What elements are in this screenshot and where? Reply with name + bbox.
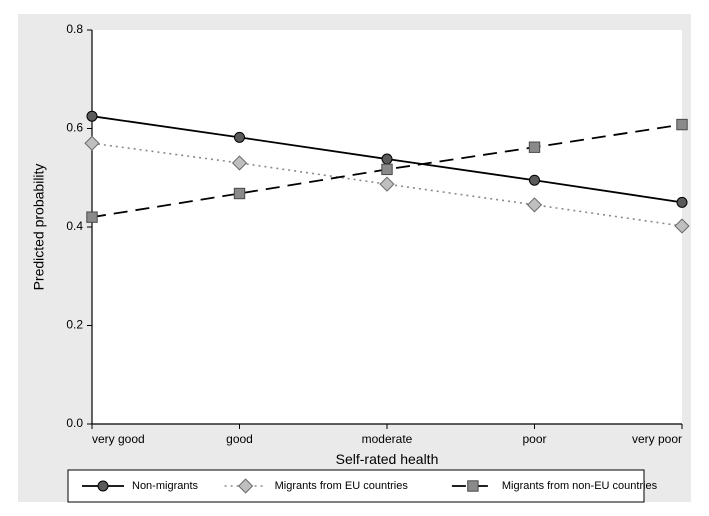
x-tick-label: good xyxy=(226,432,253,446)
x-axis-label: Self-rated health xyxy=(336,451,439,467)
legend-label: Migrants from non-EU countries xyxy=(502,480,658,492)
line-chart: 0.0 0.2 0.4 0.6 0.8 Predicted probability very… xyxy=(0,0,709,516)
y-tick-label: 0.0 xyxy=(66,416,83,430)
x-tick-label: moderate xyxy=(362,432,413,446)
x-tick-label: very poor xyxy=(632,432,682,446)
plot-area xyxy=(92,30,682,424)
legend-label: Non-migrants xyxy=(132,480,199,492)
x-tick-label: very good xyxy=(92,432,145,446)
x-tick-label: poor xyxy=(522,432,546,446)
y-tick-label: 0.4 xyxy=(66,219,83,233)
y-tick-label: 0.6 xyxy=(66,121,83,135)
y-tick-label: 0.2 xyxy=(66,318,83,332)
legend-label: Migrants from EU countries xyxy=(275,480,409,492)
y-axis-label: Predicted probability xyxy=(31,164,47,291)
chart-container: 0.0 0.2 0.4 0.6 0.8 Predicted probability very… xyxy=(0,0,709,516)
y-tick-label: 0.8 xyxy=(66,22,83,36)
